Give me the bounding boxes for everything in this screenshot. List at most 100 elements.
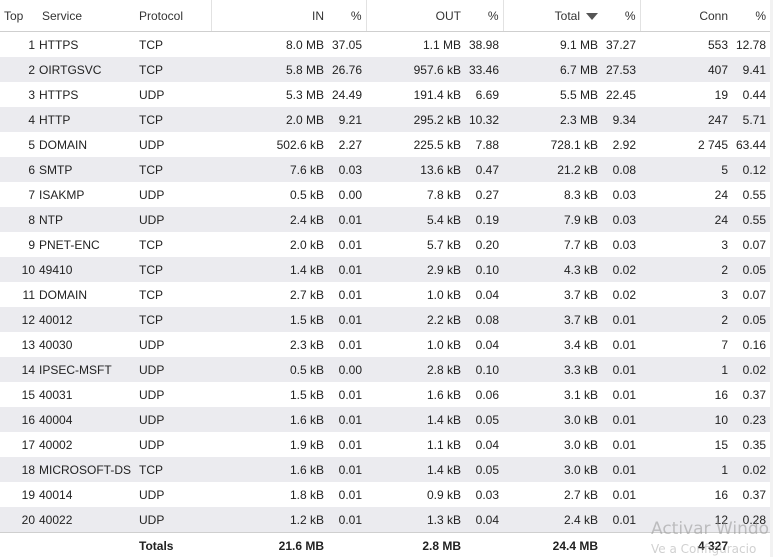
cell-in-pct: 0.01 [328,257,366,282]
table-row[interactable]: 10 49410 TCP 1.4 kB 0.01 2.9 kB 0.10 4.3 kB 0.02… [0,257,770,282]
cell-in-pct: 0.01 [328,207,366,232]
table-body: 1 HTTPS TCP 8.0 MB 37.05 1.1 MB 38.98 9.1 MB 37.… [0,32,770,533]
cell-conn-pct: 0.23 [732,407,770,432]
cell-in-pct: 0.01 [338,337,362,352]
cell-out: 295.2 kB [366,107,465,132]
cell-in: 1.5 kB [289,387,324,402]
cell-out-pct: 0.05 [465,457,503,482]
col-header-conn[interactable]: Conn [639,0,732,32]
table-row[interactable]: 17 40002 UDP 1.9 kB 0.01 1.1 kB 0.04 3.0 kB 0.01… [0,432,770,457]
cell-top: 5 [28,137,35,152]
cell-service: MICROSOFT-DS [38,457,135,482]
sort-desc-icon[interactable] [586,12,598,20]
cell-conn-pct: 0.16 [742,337,766,352]
totals-spacer [38,532,135,557]
cell-conn-pct: 0.55 [742,187,766,202]
cell-in-pct: 0.00 [328,357,366,382]
cell-top: 10 [0,257,38,282]
cell-total: 3.7 kB [503,307,602,332]
table-row[interactable]: 9 PNET-ENC TCP 2.0 kB 0.01 5.7 kB 0.20 7.7 kB 0.… [0,232,770,257]
cell-protocol: TCP [139,237,163,252]
col-header-out-pct[interactable]: % [465,0,503,32]
totals-conn: 4 327 [640,532,732,557]
table-row[interactable]: 16 40004 UDP 1.6 kB 0.01 1.4 kB 0.05 3.0 kB 0.01… [0,407,770,432]
cell-total-pct: 9.34 [602,107,640,132]
col-header-protocol[interactable]: Protocol [135,0,211,32]
scrollbar-track[interactable] [770,0,773,557]
cell-total-pct: 0.03 [602,207,640,232]
totals-in: 21.6 MB [211,532,328,557]
cell-in: 5.3 MB [285,87,324,102]
table-row[interactable]: 7 ISAKMP UDP 0.5 kB 0.00 7.8 kB 0.27 8.3 kB 0.03… [0,182,770,207]
cell-top: 6 [0,157,38,182]
cell-in-pct: 9.21 [328,107,366,132]
cell-in-pct: 0.01 [338,437,362,452]
table-row[interactable]: 2 OIRTGSVC TCP 5.8 MB 26.76 957.6 kB 33.46 6.7 … [0,57,770,82]
col-header-conn-pct[interactable]: % [732,0,770,32]
table-row[interactable]: 6 SMTP TCP 7.6 kB 0.03 13.6 kB 0.47 21.2 kB 0.08… [0,157,770,182]
col-header-service[interactable]: Service [38,0,135,32]
table-row[interactable]: 14 IPSEC-MSFT UDP 0.5 kB 0.00 2.8 kB 0.10 3.3 k… [0,357,770,382]
cell-total-pct: 0.01 [602,457,640,482]
cell-top: 14 [0,357,38,382]
cell-service: DOMAIN [39,287,87,302]
cell-total-pct: 0.01 [602,507,640,533]
table-row[interactable]: 11 DOMAIN TCP 2.7 kB 0.01 1.0 kB 0.04 3.7 kB 0.0… [0,282,770,307]
cell-top: 12 [0,307,38,332]
cell-top: 8 [0,207,38,232]
cell-total: 9.1 MB [559,37,598,52]
table-row[interactable]: 4 HTTP TCP 2.0 MB 9.21 295.2 kB 10.32 2.3 MB 9.3… [0,107,770,132]
cell-total: 2.3 MB [503,107,602,132]
table-row[interactable]: 1 HTTPS TCP 8.0 MB 37.05 1.1 MB 38.98 9.1 MB 37.… [0,32,770,58]
col-header-top[interactable]: Top [0,0,38,32]
table-row[interactable]: 18 MICROSOFT-DS TCP 1.6 kB 0.01 1.4 kB 0.05 3.0… [0,457,770,482]
col-header-total-pct[interactable]: % [602,0,640,32]
cell-total: 5.5 MB [559,87,598,102]
cell-service: 40014 [39,487,73,502]
cell-in-pct: 26.76 [328,57,366,82]
table-row[interactable]: 19 40014 UDP 1.8 kB 0.01 0.9 kB 0.03 2.7 kB 0.01… [0,482,770,507]
table-row[interactable]: 12 40012 TCP 1.5 kB 0.01 2.2 kB 0.08 3.7 kB 0.01… [0,307,770,332]
col-header-total[interactable]: Total [502,0,602,32]
table-row[interactable]: 20 40022 UDP 1.2 kB 0.01 1.3 kB 0.04 2.4 kB 0.01… [0,507,770,533]
cell-total-pct: 0.02 [602,257,640,282]
cell-total: 3.0 kB [503,457,602,482]
cell-protocol: UDP [139,137,165,152]
cell-in-pct: 0.01 [338,487,362,502]
table-row[interactable]: 8 NTP UDP 2.4 kB 0.01 5.4 kB 0.19 7.9 kB 0.03 24 0… [0,207,770,232]
table-row[interactable]: 5 DOMAIN UDP 502.6 kB 2.27 225.5 kB 7.88 728.1 … [0,132,770,157]
cell-service: 40022 [38,507,135,533]
cell-out: 1.4 kB [366,457,465,482]
col-header-out[interactable]: OUT [365,0,465,32]
col-header-in-pct[interactable]: % [328,0,366,32]
cell-protocol: UDP [135,407,211,432]
cell-top: 13 [21,337,35,352]
cell-out: 191.4 kB [413,87,461,102]
table-row[interactable]: 15 40031 UDP 1.5 kB 0.01 1.6 kB 0.06 3.1 kB 0.01… [0,382,770,407]
table-row[interactable]: 3 HTTPS UDP 5.3 MB 24.49 191.4 kB 6.69 5.5 MB 22… [0,82,770,107]
cell-out-pct: 38.98 [469,37,500,52]
totals-out: 2.8 MB [366,532,465,557]
windows-activation-watermark: Activar Windo [651,519,770,539]
table-row[interactable]: 13 40030 UDP 2.3 kB 0.01 1.0 kB 0.04 3.4 kB 0.01… [0,332,770,357]
cell-total-pct: 0.01 [612,487,636,502]
cell-out-pct: 0.06 [475,387,499,402]
cell-conn: 3 [721,287,728,302]
cell-conn: 24 [640,207,732,232]
cell-conn: 24 [714,187,728,202]
cell-top: 9 [28,237,35,252]
cell-conn: 19 [714,87,728,102]
cell-total: 7.9 kB [503,207,602,232]
cell-conn-pct: 5.71 [732,107,770,132]
cell-in: 0.5 kB [289,187,324,202]
cell-total: 3.4 kB [563,337,598,352]
cell-out: 5.4 kB [366,207,465,232]
col-header-in[interactable]: IN [210,0,328,32]
totals-spacer [602,532,640,557]
cell-in: 502.6 kB [276,137,324,152]
cell-conn: 10 [640,407,732,432]
cell-top: 18 [0,457,38,482]
cell-protocol: TCP [135,257,211,282]
cell-top: 15 [21,387,35,402]
